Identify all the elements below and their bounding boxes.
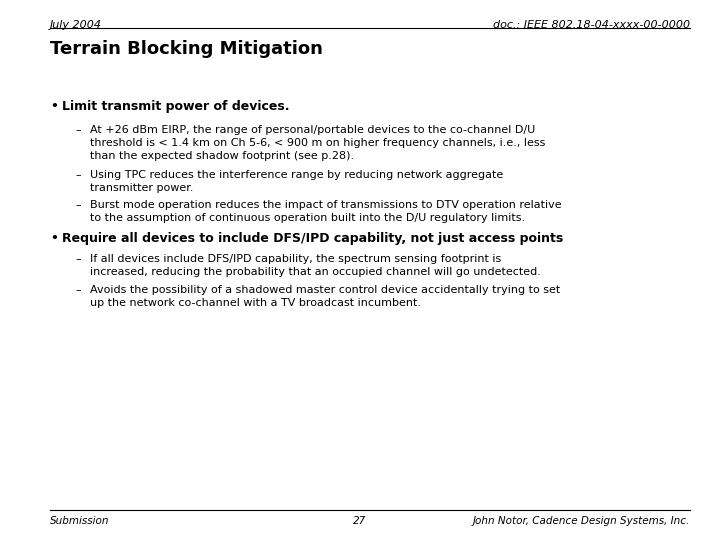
Text: •: • bbox=[50, 232, 58, 245]
Text: •: • bbox=[50, 100, 58, 113]
Text: Burst mode operation reduces the impact of transmissions to DTV operation relati: Burst mode operation reduces the impact … bbox=[90, 200, 562, 210]
Text: If all devices include DFS/IPD capability, the spectrum sensing footprint is: If all devices include DFS/IPD capabilit… bbox=[90, 254, 501, 264]
Text: threshold is < 1.4 km on Ch 5-6, < 900 m on higher frequency channels, i.e., les: threshold is < 1.4 km on Ch 5-6, < 900 m… bbox=[90, 138, 545, 148]
Text: –: – bbox=[75, 254, 81, 264]
Text: than the expected shadow footprint (see p.28).: than the expected shadow footprint (see … bbox=[90, 151, 354, 161]
Text: Using TPC reduces the interference range by reducing network aggregate: Using TPC reduces the interference range… bbox=[90, 170, 503, 180]
Text: Submission: Submission bbox=[50, 516, 109, 526]
Text: 27: 27 bbox=[354, 516, 366, 526]
Text: –: – bbox=[75, 285, 81, 295]
Text: –: – bbox=[75, 170, 81, 180]
Text: At +26 dBm EIRP, the range of personal/portable devices to the co-channel D/U: At +26 dBm EIRP, the range of personal/p… bbox=[90, 125, 535, 135]
Text: to the assumption of continuous operation built into the D/U regulatory limits.: to the assumption of continuous operatio… bbox=[90, 213, 525, 223]
Text: Terrain Blocking Mitigation: Terrain Blocking Mitigation bbox=[50, 40, 323, 58]
Text: John Notor, Cadence Design Systems, Inc.: John Notor, Cadence Design Systems, Inc. bbox=[473, 516, 690, 526]
Text: –: – bbox=[75, 125, 81, 135]
Text: –: – bbox=[75, 200, 81, 210]
Text: transmitter power.: transmitter power. bbox=[90, 183, 194, 193]
Text: Avoids the possibility of a shadowed master control device accidentally trying t: Avoids the possibility of a shadowed mas… bbox=[90, 285, 560, 295]
Text: Limit transmit power of devices.: Limit transmit power of devices. bbox=[62, 100, 289, 113]
Text: up the network co-channel with a TV broadcast incumbent.: up the network co-channel with a TV broa… bbox=[90, 298, 421, 308]
Text: increased, reducing the probability that an occupied channel will go undetected.: increased, reducing the probability that… bbox=[90, 267, 541, 277]
Text: Require all devices to include DFS/IPD capability, not just access points: Require all devices to include DFS/IPD c… bbox=[62, 232, 563, 245]
Text: July 2004: July 2004 bbox=[50, 20, 102, 30]
Text: doc.: IEEE 802.18-04-xxxx-00-0000: doc.: IEEE 802.18-04-xxxx-00-0000 bbox=[493, 20, 690, 30]
